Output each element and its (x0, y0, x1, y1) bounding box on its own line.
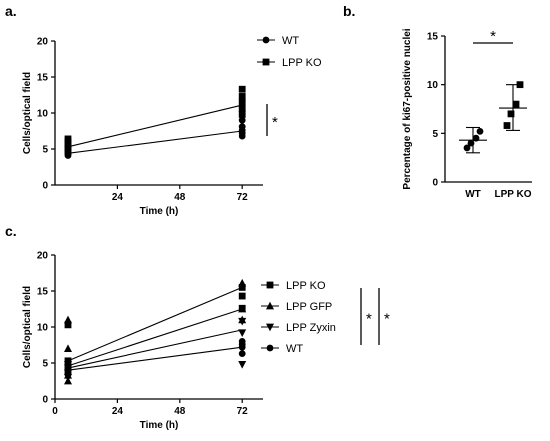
panel-b-y-tick-label: 10 (427, 80, 439, 91)
panel-b-lpp-ko-point (516, 81, 524, 89)
panel-c-lpp-gfp-point (238, 278, 247, 287)
panel-b-lpp-ko-point (503, 122, 511, 129)
panel-b-lpp-ko-point (507, 110, 515, 118)
panel-c-lpp-ko-point (64, 321, 72, 329)
panel-b-significance-star: * (490, 28, 496, 45)
panel-c-lpp-zyxin-mean-line (67, 329, 243, 369)
panel-a-legend-marker-wt (262, 36, 270, 44)
panel-c-lpp-gfp-point (64, 344, 72, 352)
panel-b-wt-point (476, 127, 484, 135)
panel-a-lpp-ko-point (64, 148, 72, 156)
panel-c: c. 0 5 10 15 20 0 24 48 72 Time (h) Cells/optical f… (5, 223, 390, 431)
panel-a-lpp-ko-point (238, 111, 246, 118)
panel-b-y-tick-label: 0 (432, 178, 438, 189)
panel-a-significance-star: * (272, 114, 278, 131)
panel-b-category-label-wt: WT (465, 189, 481, 200)
panel-b-y-axis-label: Percentage of ki67-positive nuclei (402, 28, 413, 189)
panel-a-lpp-ko-mean-line (67, 104, 243, 148)
panel-a: a. 0 5 10 15 20 24 48 72 Time (h) Cells/optical fi… (5, 3, 322, 217)
panel-a-x-axis-label: Time (h) (140, 206, 179, 217)
panel-c-wt-point (64, 361, 72, 369)
panel-a-y-tick-label: 0 (42, 181, 48, 192)
panel-a-x-tick-label: 72 (237, 192, 249, 203)
panel-b-category-label-lpp-ko: LPP KO (494, 189, 531, 200)
panel-c-y-tick-label: 20 (37, 251, 49, 262)
panel-c-legend-marker-lpp-ko (266, 281, 274, 289)
panel-a-lpp-ko-point (238, 85, 246, 93)
panel-a-lpp-ko-point (238, 105, 246, 113)
panel-a-y-axis-label: Cells/optical field (22, 72, 33, 154)
panel-c-legend-label-wt: WT (286, 343, 303, 355)
panel-c-legend-label-lpp-ko: LPP KO (286, 280, 326, 292)
panel-b: b. 0 5 10 15 Percentage of ki67-positive nucl… (343, 3, 532, 200)
panel-a-legend-marker-lpp-ko (262, 58, 270, 66)
panel-a-wt-mean-line (67, 130, 243, 154)
panel-c-x-tick-label: 24 (112, 406, 124, 417)
panel-a-y-tick-label: 10 (37, 109, 49, 120)
panel-c-significance-star: * (384, 311, 390, 328)
panel-c-legend-label-lpp-gfp: LPP GFP (286, 301, 332, 313)
panel-c-y-tick-label: 5 (42, 359, 48, 370)
panel-b-wt-point (472, 134, 480, 142)
panel-b-lpp-ko-point (512, 100, 520, 108)
panel-a-lpp-ko-point (238, 98, 246, 106)
panel-c-y-axis-label: Cells/optical field (22, 286, 33, 368)
panel-c-lpp-gfp-point (64, 315, 72, 324)
panel-c-lpp-zyxin-point (238, 361, 247, 369)
panel-c-lpp-gfp-mean-line (67, 308, 243, 367)
panel-c-legend-label-lpp-zyxin: LPP Zyxin (286, 322, 336, 334)
panel-b-wt-point (467, 139, 475, 147)
panel-c-legend-marker-lpp-gfp (266, 301, 274, 310)
panel-a-y-tick-label: 15 (37, 73, 49, 84)
panel-b-y-tick-label: 15 (427, 32, 439, 43)
panel-c-x-tick-label: 48 (174, 406, 186, 417)
panel-a-legend-label-wt: WT (282, 35, 299, 47)
panel-a-wt-point (238, 116, 246, 124)
panel-c-y-tick-label: 15 (37, 287, 49, 298)
panel-c-legend-marker-wt (266, 344, 274, 352)
panel-c-wt-point (238, 350, 246, 358)
panel-a-legend-label-lpp-ko: LPP KO (282, 57, 322, 69)
panel-a-panel-label: a. (5, 3, 17, 19)
panel-c-lpp-ko-point (64, 357, 72, 365)
panel-c-lpp-ko-point (238, 292, 246, 300)
panel-b-wt-point (463, 144, 471, 152)
panel-c-lpp-zyxin-point (238, 317, 247, 326)
panel-c-wt-point (238, 338, 246, 345)
panel-c-panel-label: c. (5, 223, 17, 239)
panel-c-significance-star: * (366, 311, 372, 328)
panel-c-x-tick-label: 0 (52, 406, 58, 417)
panel-a-lpp-ko-point (64, 135, 72, 143)
panel-a-y-tick-label: 5 (42, 145, 48, 156)
panel-c-y-tick-label: 10 (37, 323, 49, 334)
panel-a-wt-point (238, 123, 246, 131)
panel-c-wt-mean-line (67, 346, 243, 371)
panel-c-lpp-ko-point (238, 284, 246, 291)
panel-c-x-axis-label: Time (h) (140, 420, 179, 431)
panel-c-x-tick-label: 72 (237, 406, 249, 417)
panel-b-y-tick-label: 5 (432, 129, 438, 140)
panel-b-panel-label: b. (343, 3, 355, 19)
panel-a-x-tick-label: 24 (112, 192, 124, 203)
panel-c-legend-marker-lpp-zyxin (266, 323, 274, 332)
panel-a-lpp-ko-point (238, 93, 246, 100)
panel-a-y-tick-label: 20 (37, 37, 49, 48)
panel-a-x-tick-label: 48 (174, 192, 186, 203)
panel-c-lpp-ko-mean-line (67, 286, 243, 362)
panel-c-y-tick-label: 0 (42, 395, 48, 406)
panel-c-lpp-gfp-point (238, 304, 247, 313)
panel-c-lpp-zyxin-point (238, 329, 247, 337)
